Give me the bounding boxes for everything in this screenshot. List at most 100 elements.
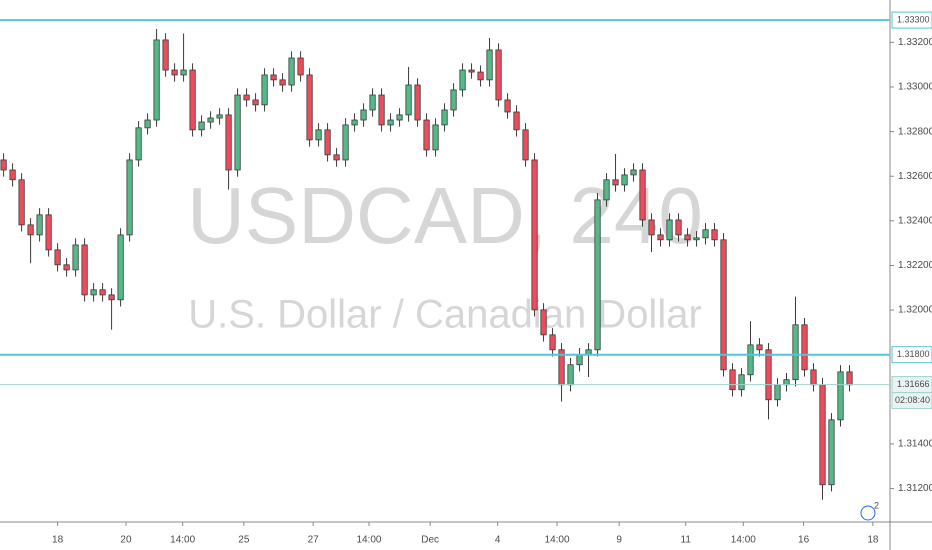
- hline-label: 1.33300: [897, 14, 930, 24]
- candle-body: [495, 49, 502, 101]
- x-tick-label: 4: [495, 535, 501, 546]
- candle-body: [513, 111, 520, 131]
- candle-body: [279, 79, 286, 86]
- candle-body: [81, 244, 88, 296]
- candle-body: [360, 109, 367, 121]
- candle-body: [333, 154, 340, 161]
- candle-body: [162, 39, 169, 71]
- candle-body: [630, 169, 637, 176]
- candle-body: [144, 119, 151, 129]
- candle-body: [216, 114, 223, 119]
- candle-body: [45, 214, 52, 251]
- candle-body: [225, 114, 232, 171]
- candle-body: [243, 94, 250, 101]
- candle-body: [675, 219, 682, 236]
- candle-body: [549, 334, 556, 351]
- indicator-badge[interactable]: [860, 505, 876, 521]
- candle-body: [711, 229, 718, 241]
- candle-body: [792, 324, 799, 381]
- candle-body: [54, 249, 61, 266]
- candle-body: [387, 119, 394, 126]
- candle-body: [99, 289, 106, 296]
- y-tick-label: 1.31400: [898, 439, 932, 450]
- candle-body: [297, 57, 304, 76]
- candle-body: [684, 234, 691, 241]
- badge-count: 2: [874, 500, 879, 510]
- candle-body: [252, 99, 259, 106]
- candle-body: [486, 49, 493, 81]
- candle-body: [369, 94, 376, 111]
- candle-body: [126, 159, 133, 236]
- candle-body: [846, 371, 853, 386]
- candle-body: [117, 234, 124, 301]
- y-tick-label: 1.32600: [898, 171, 932, 182]
- candle-body: [324, 129, 331, 156]
- candle-body: [189, 69, 196, 131]
- candle-body: [648, 219, 655, 236]
- candle-body: [288, 57, 295, 86]
- candle-body: [414, 84, 421, 121]
- candle-body: [261, 74, 268, 106]
- watermark: USDCAD, 240: [187, 171, 703, 260]
- x-tick-label: 20: [120, 535, 132, 546]
- candle-body: [504, 99, 511, 113]
- candle-body: [756, 344, 763, 351]
- candle-body: [468, 69, 475, 73]
- candle-body: [405, 84, 412, 116]
- candle-body: [171, 69, 178, 76]
- candle-body: [27, 224, 34, 236]
- candle-body: [612, 179, 619, 186]
- y-tick-label: 1.32200: [898, 260, 932, 271]
- candle-body: [819, 384, 826, 486]
- candle-body: [729, 369, 736, 391]
- candle-body: [315, 129, 322, 141]
- candle-body: [621, 174, 628, 186]
- candle-body: [828, 419, 835, 486]
- candle-body: [180, 69, 187, 76]
- candle-body: [90, 289, 97, 296]
- candle-body: [396, 114, 403, 121]
- candle-body: [378, 94, 385, 126]
- candle-body: [0, 159, 7, 171]
- x-tick-label: 14:00: [170, 535, 195, 546]
- candle-body: [693, 237, 700, 241]
- x-tick-label: 27: [308, 535, 320, 546]
- x-tick-label: 14:00: [356, 535, 381, 546]
- candle-body: [522, 129, 529, 161]
- candle-body: [603, 179, 610, 201]
- candle-body: [153, 39, 160, 121]
- x-tick-label: 25: [238, 535, 250, 546]
- candle-body: [9, 169, 16, 181]
- candle-body: [72, 244, 79, 271]
- x-tick-label: 9: [616, 535, 622, 546]
- countdown-box: [891, 392, 932, 410]
- countdown: 02:08:40: [895, 395, 930, 405]
- candle-body: [432, 124, 439, 151]
- candle-body: [18, 179, 25, 226]
- x-tick-label: 18: [52, 535, 64, 546]
- candle-body: [234, 94, 241, 171]
- y-tick-label: 1.32000: [898, 305, 932, 316]
- candle-body: [666, 219, 673, 241]
- candle-body: [810, 369, 817, 386]
- candle-body: [36, 214, 43, 236]
- candle-body: [270, 74, 277, 81]
- candle-body: [540, 309, 547, 336]
- candle-body: [720, 239, 727, 371]
- hline-label-box: [891, 346, 932, 364]
- candle-body: [801, 324, 808, 371]
- last-price-label: 1.31666: [897, 379, 930, 389]
- y-tick-label: 1.32400: [898, 215, 932, 226]
- candle-body: [774, 384, 781, 401]
- candle-body: [531, 159, 538, 311]
- candle-body: [837, 371, 844, 421]
- x-tick-label: 14:00: [545, 535, 570, 546]
- candle-body: [351, 119, 358, 126]
- candle-body: [594, 199, 601, 351]
- y-tick-label: 1.31200: [898, 483, 932, 494]
- candle-body: [783, 379, 790, 386]
- x-tick-label: Dec: [421, 535, 439, 546]
- candle-body: [306, 74, 313, 141]
